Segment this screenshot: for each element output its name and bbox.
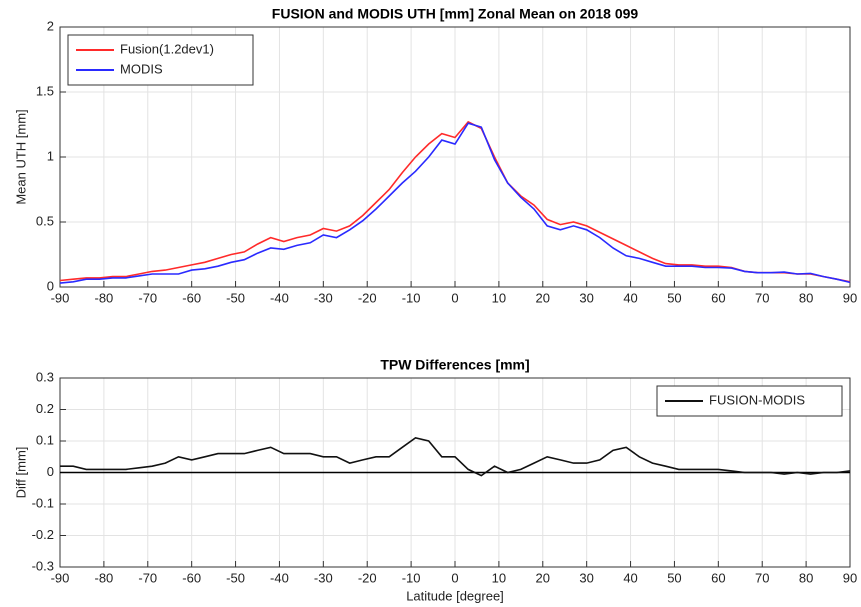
- legend-label: Fusion(1.2dev1): [120, 41, 214, 56]
- x-tick-label: -10: [402, 570, 421, 585]
- x-tick-label: 0: [451, 570, 458, 585]
- x-tick-label: 50: [667, 570, 681, 585]
- x-tick-label: -30: [314, 570, 333, 585]
- axes-frame: [59, 26, 851, 288]
- y-tick-label: 0.1: [36, 432, 54, 447]
- y-tick-label: -0.1: [32, 495, 54, 510]
- data-line: [59, 120, 851, 283]
- y-tick-label: 2: [47, 18, 54, 33]
- x-tick-label: -70: [138, 570, 157, 585]
- chart-title: TPW Differences [mm]: [380, 357, 529, 373]
- x-axis-label: Latitude [degree]: [406, 588, 504, 603]
- x-tick-label: -60: [182, 570, 201, 585]
- x-tick-label: 40: [623, 570, 637, 585]
- legend: Fusion(1.2dev1) MODIS: [67, 34, 254, 86]
- x-tick-label: 80: [799, 290, 813, 305]
- y-tick-label: -0.3: [32, 558, 54, 573]
- y-tick-label: 0: [47, 278, 54, 293]
- y-tick-label: -0.2: [32, 527, 54, 542]
- x-tick-label: 60: [711, 290, 725, 305]
- x-tick-label: 30: [579, 290, 593, 305]
- y-axis-label: Mean UTH [mm]: [13, 109, 28, 204]
- legend: FUSION-MODIS: [656, 385, 843, 417]
- x-tick-label: -20: [358, 290, 377, 305]
- legend-label: MODIS: [120, 61, 163, 76]
- x-tick-label: -50: [226, 570, 245, 585]
- x-tick-label: 70: [755, 570, 769, 585]
- x-tick-label: 70: [755, 290, 769, 305]
- data-line: [59, 122, 851, 284]
- x-tick-label: -80: [94, 570, 113, 585]
- x-tick-label: 20: [536, 290, 550, 305]
- chart-title: FUSION and MODIS UTH [mm] Zonal Mean on …: [272, 6, 639, 22]
- x-tick-label: 10: [492, 290, 506, 305]
- x-tick-label: -40: [270, 290, 289, 305]
- legend-label: FUSION-MODIS: [709, 392, 805, 407]
- x-tick-label: -30: [314, 290, 333, 305]
- y-tick-label: 1.5: [36, 83, 54, 98]
- x-tick-label: 90: [843, 290, 857, 305]
- x-tick-label: -40: [270, 570, 289, 585]
- x-tick-label: 40: [623, 290, 637, 305]
- x-tick-label: -20: [358, 570, 377, 585]
- x-tick-label: 80: [799, 570, 813, 585]
- y-tick-label: 0.3: [36, 369, 54, 384]
- x-tick-label: 60: [711, 570, 725, 585]
- x-tick-label: 0: [451, 290, 458, 305]
- y-axis-label: Diff [mm]: [13, 447, 28, 499]
- legend-box: [67, 34, 254, 86]
- y-tick-label: 0.5: [36, 213, 54, 228]
- x-tick-label: 20: [536, 570, 550, 585]
- y-tick-label: 0: [47, 464, 54, 479]
- x-tick-label: -70: [138, 290, 157, 305]
- x-tick-label: -60: [182, 290, 201, 305]
- x-tick-label: -90: [51, 290, 70, 305]
- x-tick-label: 90: [843, 570, 857, 585]
- x-tick-label: -10: [402, 290, 421, 305]
- x-tick-label: -50: [226, 290, 245, 305]
- x-tick-label: 10: [492, 570, 506, 585]
- x-tick-label: -90: [51, 570, 70, 585]
- data-line: [60, 437, 851, 477]
- x-tick-label: 50: [667, 290, 681, 305]
- x-tick-label: -80: [94, 290, 113, 305]
- x-tick-label: 30: [579, 570, 593, 585]
- y-tick-label: 0.2: [36, 401, 54, 416]
- y-tick-label: 1: [47, 148, 54, 163]
